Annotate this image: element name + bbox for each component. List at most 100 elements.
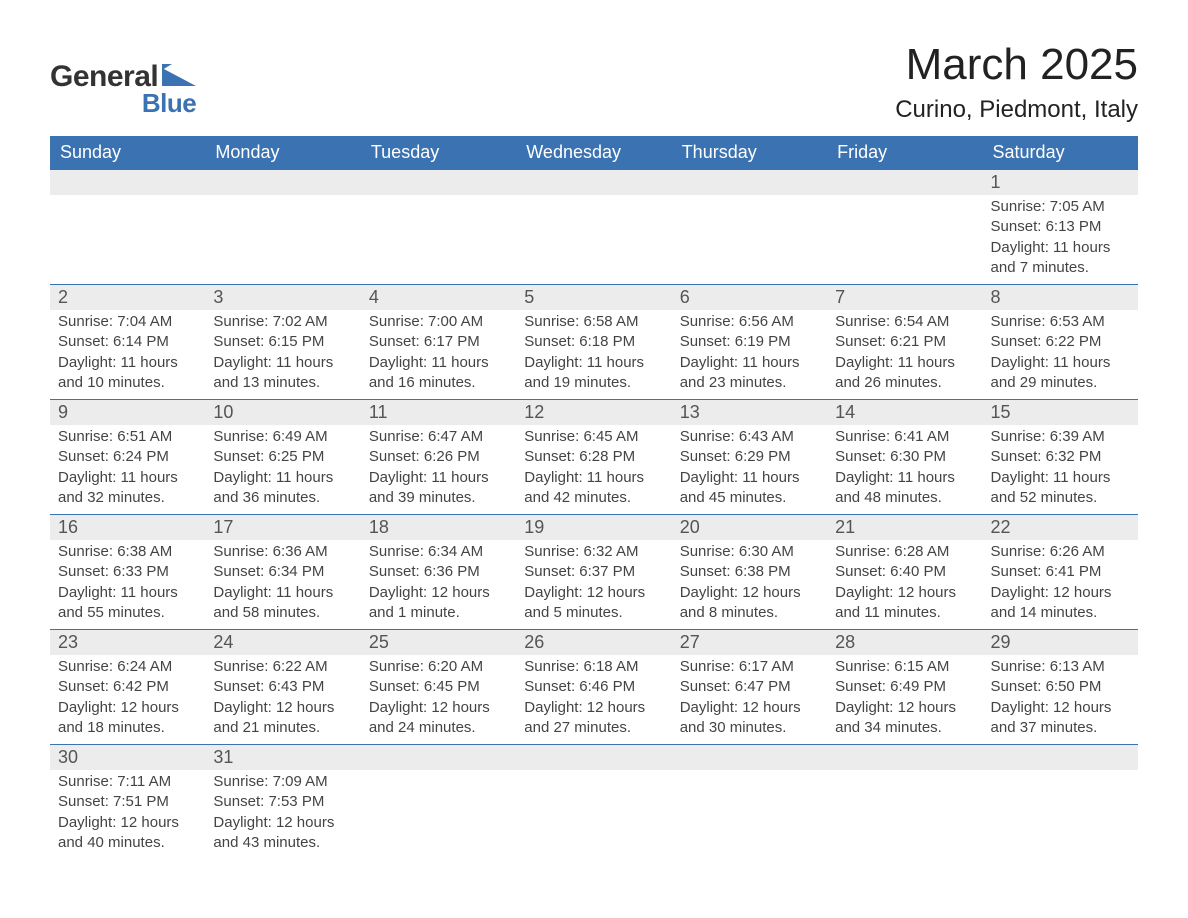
day-cell-body: Sunrise: 6:36 AMSunset: 6:34 PMDaylight:… bbox=[205, 540, 360, 630]
day-details: Sunrise: 6:15 AMSunset: 6:49 PMDaylight:… bbox=[827, 655, 982, 744]
day-number bbox=[205, 170, 360, 174]
sunset-text: Sunset: 6:34 PM bbox=[213, 562, 352, 582]
daylight-text: Daylight: 12 hours and 14 minutes. bbox=[991, 583, 1130, 624]
day-number: 22 bbox=[983, 515, 1138, 540]
calendar-table: Sunday Monday Tuesday Wednesday Thursday… bbox=[50, 136, 1138, 859]
weekday-header: Thursday bbox=[672, 136, 827, 170]
day-cell-body: Sunrise: 6:15 AMSunset: 6:49 PMDaylight:… bbox=[827, 655, 982, 745]
daylight-text: Daylight: 11 hours and 13 minutes. bbox=[213, 353, 352, 394]
weekday-header: Friday bbox=[827, 136, 982, 170]
day-number: 13 bbox=[672, 400, 827, 425]
day-details bbox=[361, 770, 516, 778]
day-details bbox=[983, 770, 1138, 778]
day-number bbox=[672, 745, 827, 749]
day-cell-number bbox=[516, 170, 671, 196]
sunset-text: Sunset: 6:40 PM bbox=[835, 562, 974, 582]
sunrise-text: Sunrise: 6:38 AM bbox=[58, 542, 197, 562]
daylight-text: Daylight: 12 hours and 8 minutes. bbox=[680, 583, 819, 624]
day-number: 19 bbox=[516, 515, 671, 540]
day-cell-body: Sunrise: 6:58 AMSunset: 6:18 PMDaylight:… bbox=[516, 310, 671, 400]
daylight-text: Daylight: 11 hours and 32 minutes. bbox=[58, 468, 197, 509]
logo-text-sub: Blue bbox=[114, 88, 196, 119]
sunrise-text: Sunrise: 6:58 AM bbox=[524, 312, 663, 332]
week-body-row: Sunrise: 7:11 AMSunset: 7:51 PMDaylight:… bbox=[50, 770, 1138, 859]
day-cell-number: 28 bbox=[827, 630, 982, 656]
day-cell-body: Sunrise: 6:30 AMSunset: 6:38 PMDaylight:… bbox=[672, 540, 827, 630]
day-number: 17 bbox=[205, 515, 360, 540]
day-details: Sunrise: 6:32 AMSunset: 6:37 PMDaylight:… bbox=[516, 540, 671, 629]
daylight-text: Daylight: 11 hours and 36 minutes. bbox=[213, 468, 352, 509]
day-cell-number bbox=[983, 745, 1138, 771]
day-cell-number: 7 bbox=[827, 285, 982, 311]
day-details: Sunrise: 6:47 AMSunset: 6:26 PMDaylight:… bbox=[361, 425, 516, 514]
day-number: 24 bbox=[205, 630, 360, 655]
daylight-text: Daylight: 12 hours and 21 minutes. bbox=[213, 698, 352, 739]
day-number: 10 bbox=[205, 400, 360, 425]
month-title: March 2025 bbox=[895, 40, 1138, 90]
sunrise-text: Sunrise: 7:00 AM bbox=[369, 312, 508, 332]
day-cell-body: Sunrise: 6:49 AMSunset: 6:25 PMDaylight:… bbox=[205, 425, 360, 515]
logo-flag-icon bbox=[162, 64, 196, 86]
day-details: Sunrise: 6:49 AMSunset: 6:25 PMDaylight:… bbox=[205, 425, 360, 514]
sunrise-text: Sunrise: 6:15 AM bbox=[835, 657, 974, 677]
day-cell-body: Sunrise: 6:26 AMSunset: 6:41 PMDaylight:… bbox=[983, 540, 1138, 630]
day-details bbox=[50, 195, 205, 203]
day-number bbox=[361, 170, 516, 174]
day-cell-body bbox=[983, 770, 1138, 859]
day-number: 26 bbox=[516, 630, 671, 655]
day-details: Sunrise: 6:24 AMSunset: 6:42 PMDaylight:… bbox=[50, 655, 205, 744]
day-details: Sunrise: 6:58 AMSunset: 6:18 PMDaylight:… bbox=[516, 310, 671, 399]
week-daynum-row: 16171819202122 bbox=[50, 515, 1138, 541]
day-number: 8 bbox=[983, 285, 1138, 310]
week-daynum-row: 2345678 bbox=[50, 285, 1138, 311]
day-details: Sunrise: 6:45 AMSunset: 6:28 PMDaylight:… bbox=[516, 425, 671, 514]
day-cell-number bbox=[516, 745, 671, 771]
sunset-text: Sunset: 6:33 PM bbox=[58, 562, 197, 582]
day-cell-number: 14 bbox=[827, 400, 982, 426]
day-number: 28 bbox=[827, 630, 982, 655]
sunset-text: Sunset: 6:18 PM bbox=[524, 332, 663, 352]
sunrise-text: Sunrise: 7:05 AM bbox=[991, 197, 1130, 217]
sunrise-text: Sunrise: 6:24 AM bbox=[58, 657, 197, 677]
sunset-text: Sunset: 6:29 PM bbox=[680, 447, 819, 467]
day-details: Sunrise: 6:22 AMSunset: 6:43 PMDaylight:… bbox=[205, 655, 360, 744]
sunrise-text: Sunrise: 6:22 AM bbox=[213, 657, 352, 677]
day-cell-body: Sunrise: 7:00 AMSunset: 6:17 PMDaylight:… bbox=[361, 310, 516, 400]
day-cell-number: 15 bbox=[983, 400, 1138, 426]
day-details: Sunrise: 6:18 AMSunset: 6:46 PMDaylight:… bbox=[516, 655, 671, 744]
day-details bbox=[672, 195, 827, 203]
title-block: March 2025 Curino, Piedmont, Italy bbox=[895, 40, 1138, 124]
sunrise-text: Sunrise: 6:39 AM bbox=[991, 427, 1130, 447]
day-cell-number: 9 bbox=[50, 400, 205, 426]
daylight-text: Daylight: 11 hours and 19 minutes. bbox=[524, 353, 663, 394]
day-details: Sunrise: 7:09 AMSunset: 7:53 PMDaylight:… bbox=[205, 770, 360, 859]
sunset-text: Sunset: 6:13 PM bbox=[991, 217, 1130, 237]
day-number: 5 bbox=[516, 285, 671, 310]
logo: General Blue bbox=[50, 60, 196, 119]
day-details: Sunrise: 6:17 AMSunset: 6:47 PMDaylight:… bbox=[672, 655, 827, 744]
day-details bbox=[361, 195, 516, 203]
day-cell-number: 2 bbox=[50, 285, 205, 311]
sunset-text: Sunset: 6:43 PM bbox=[213, 677, 352, 697]
sunset-text: Sunset: 6:26 PM bbox=[369, 447, 508, 467]
sunrise-text: Sunrise: 6:56 AM bbox=[680, 312, 819, 332]
day-cell-body: Sunrise: 6:17 AMSunset: 6:47 PMDaylight:… bbox=[672, 655, 827, 745]
sunset-text: Sunset: 6:36 PM bbox=[369, 562, 508, 582]
weekday-header: Wednesday bbox=[516, 136, 671, 170]
daylight-text: Daylight: 12 hours and 34 minutes. bbox=[835, 698, 974, 739]
day-number: 2 bbox=[50, 285, 205, 310]
sunset-text: Sunset: 6:28 PM bbox=[524, 447, 663, 467]
sunset-text: Sunset: 6:32 PM bbox=[991, 447, 1130, 467]
sunset-text: Sunset: 6:45 PM bbox=[369, 677, 508, 697]
day-cell-number bbox=[361, 745, 516, 771]
day-details: Sunrise: 6:20 AMSunset: 6:45 PMDaylight:… bbox=[361, 655, 516, 744]
sunset-text: Sunset: 6:25 PM bbox=[213, 447, 352, 467]
week-body-row: Sunrise: 7:05 AMSunset: 6:13 PMDaylight:… bbox=[50, 195, 1138, 285]
sunrise-text: Sunrise: 6:18 AM bbox=[524, 657, 663, 677]
day-cell-body: Sunrise: 6:34 AMSunset: 6:36 PMDaylight:… bbox=[361, 540, 516, 630]
weekday-header: Monday bbox=[205, 136, 360, 170]
day-cell-body bbox=[827, 770, 982, 859]
day-details: Sunrise: 7:00 AMSunset: 6:17 PMDaylight:… bbox=[361, 310, 516, 399]
location-text: Curino, Piedmont, Italy bbox=[895, 96, 1138, 124]
day-cell-number: 18 bbox=[361, 515, 516, 541]
